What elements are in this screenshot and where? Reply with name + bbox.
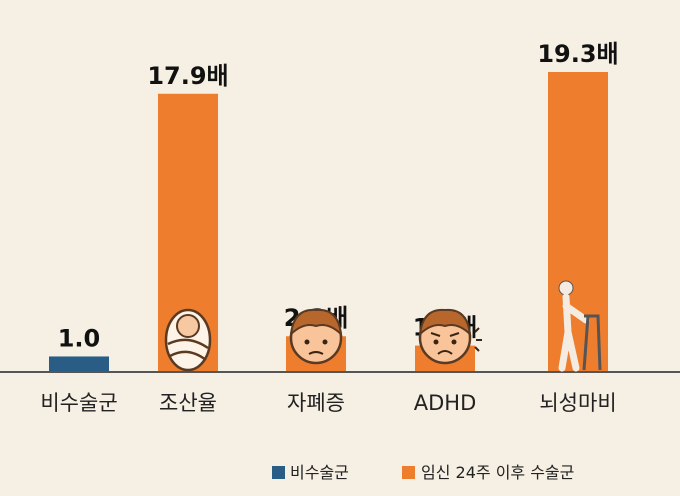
legend-swatch-surgery [402, 466, 415, 479]
legend-swatch-non-surgery [272, 466, 285, 479]
value-label-non-surgery: 1.0 [58, 324, 101, 352]
legend-label-surgery: 임신 24주 이후 수술군 [421, 463, 574, 482]
value-label-cerebral-palsy: 19.3배 [537, 40, 618, 68]
category-label-preterm: 조산율 [159, 391, 217, 415]
walker-person-icon [558, 280, 602, 372]
category-label-autism: 자폐증 [287, 391, 345, 415]
icons-layer [164, 280, 602, 372]
value-label-preterm: 17.9배 [147, 62, 228, 90]
category-label-non-surgery: 비수술군 [40, 391, 117, 415]
worried-child-icon [289, 308, 343, 365]
frowning-child-icon [418, 308, 482, 365]
bar-non-surgery [49, 356, 109, 372]
legend: 비수술군 임신 24주 이후 수술군 [272, 463, 574, 482]
category-label-adhd: ADHD [414, 391, 477, 415]
legend-label-non-surgery: 비수술군 [290, 463, 349, 482]
category-label-cerebral-palsy: 뇌성마비 [539, 391, 616, 415]
swaddled-baby-icon [164, 308, 212, 372]
